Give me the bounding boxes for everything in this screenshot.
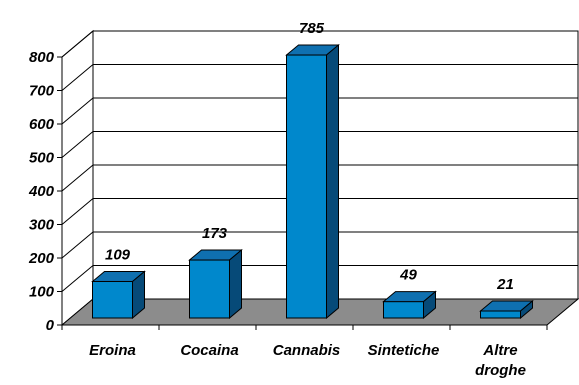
category-label-line: Altre [482, 342, 517, 359]
gridline [61, 265, 578, 292]
data-label: 49 [399, 267, 417, 284]
bar-front [383, 301, 424, 319]
bar [188, 248, 243, 320]
bar [91, 270, 146, 320]
category-label: Altre droghe [475, 342, 526, 379]
data-label: 21 [496, 276, 514, 293]
bar-side [423, 290, 436, 320]
bar-side [520, 299, 533, 320]
bar-front [480, 310, 521, 319]
y-tick-label: 600 [29, 116, 55, 133]
category-label: Sintetiche [368, 342, 440, 359]
gridline [61, 64, 578, 91]
y-tick-label: 400 [28, 183, 55, 200]
bar-front [286, 54, 327, 319]
bar-side [326, 43, 339, 320]
data-label: 785 [299, 20, 325, 37]
gridline [61, 97, 578, 125]
category-label-line: droghe [475, 362, 526, 379]
y-axis-ticks: 0 100 200 300 400 500 600 700 800 [28, 49, 62, 334]
gridline [61, 198, 578, 225]
data-label: 173 [202, 225, 228, 242]
category-label: Cocaina [180, 342, 238, 359]
category-label-line: Cocaina [180, 342, 238, 359]
bar-front [189, 259, 230, 319]
gridlines [61, 30, 578, 292]
gridline [61, 30, 578, 58]
y-tick-label: 500 [29, 150, 55, 167]
y-tick-label: 100 [29, 284, 55, 301]
data-labels: 109 173 785 49 21 [105, 20, 514, 293]
category-label: Eroina [89, 342, 136, 359]
y-tick-label: 0 [46, 317, 55, 334]
category-label-line: Sintetiche [368, 342, 440, 359]
bar-side [132, 270, 145, 320]
data-label: 109 [105, 246, 131, 263]
bar-side [229, 248, 242, 320]
y-tick-label: 300 [29, 217, 55, 234]
bars [91, 43, 534, 320]
gridline [61, 164, 578, 192]
gridline [61, 231, 578, 259]
y-tick-label: 200 [28, 250, 55, 267]
category-label: Cannabis [273, 342, 341, 359]
y-tick-label: 800 [29, 49, 55, 66]
gridline [61, 131, 578, 158]
category-label-line: Eroina [89, 342, 136, 359]
category-labels: Eroina Cocaina Cannabis Sintetiche Altre drog… [89, 342, 526, 379]
bar [382, 290, 437, 320]
bar-front [92, 280, 133, 319]
y-tick-label: 700 [29, 83, 55, 100]
category-label-line: Cannabis [273, 342, 341, 359]
bar [285, 43, 340, 320]
bar [479, 299, 534, 320]
